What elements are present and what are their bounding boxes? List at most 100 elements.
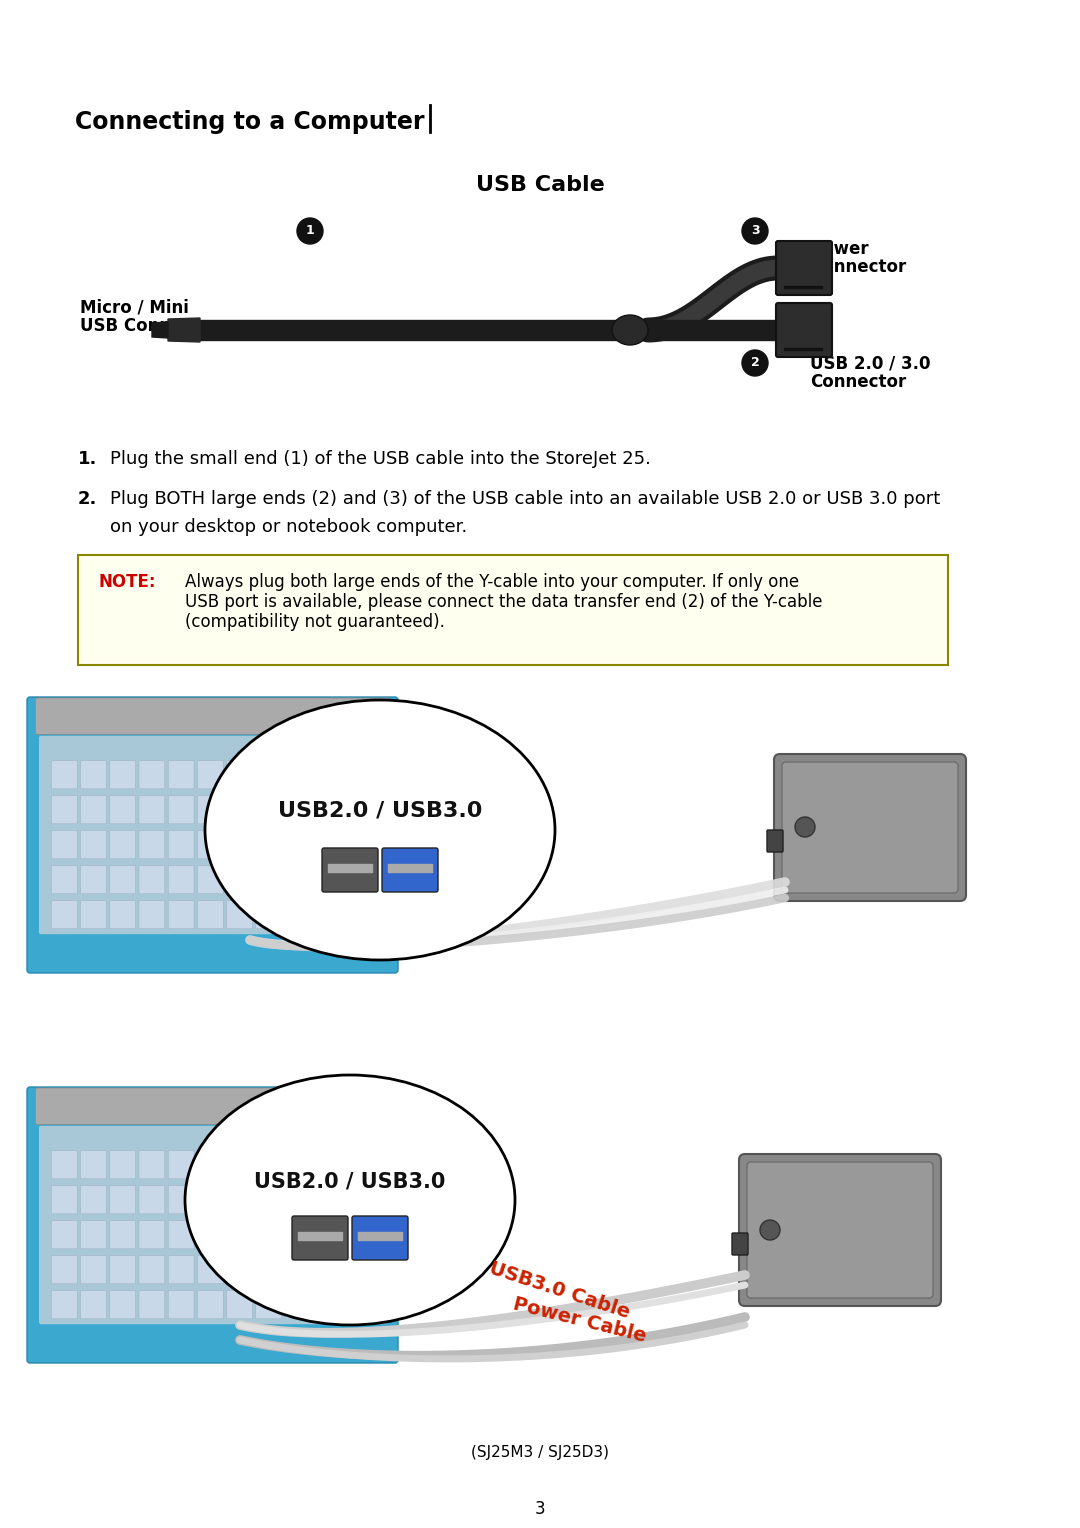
FancyBboxPatch shape — [198, 761, 224, 788]
FancyBboxPatch shape — [256, 1186, 282, 1213]
FancyBboxPatch shape — [52, 1221, 78, 1248]
FancyBboxPatch shape — [767, 830, 783, 853]
FancyBboxPatch shape — [81, 1256, 107, 1284]
FancyBboxPatch shape — [52, 1291, 78, 1319]
FancyBboxPatch shape — [168, 1291, 194, 1319]
Text: USB Cable: USB Cable — [475, 176, 605, 196]
FancyBboxPatch shape — [198, 1291, 224, 1319]
FancyBboxPatch shape — [198, 1256, 224, 1284]
FancyBboxPatch shape — [314, 1256, 340, 1284]
FancyBboxPatch shape — [314, 900, 340, 929]
FancyBboxPatch shape — [227, 1291, 253, 1319]
FancyBboxPatch shape — [774, 753, 966, 902]
FancyBboxPatch shape — [227, 1151, 253, 1178]
FancyBboxPatch shape — [343, 900, 369, 929]
FancyBboxPatch shape — [139, 1221, 165, 1248]
FancyBboxPatch shape — [52, 1256, 78, 1284]
FancyBboxPatch shape — [81, 831, 107, 859]
Text: USB 2.0 / 3.0: USB 2.0 / 3.0 — [810, 354, 931, 373]
FancyBboxPatch shape — [314, 1151, 340, 1178]
FancyBboxPatch shape — [36, 698, 390, 735]
FancyBboxPatch shape — [227, 865, 253, 894]
FancyBboxPatch shape — [81, 1186, 107, 1213]
Text: Micro / Mini: Micro / Mini — [80, 298, 189, 316]
FancyBboxPatch shape — [256, 1151, 282, 1178]
FancyBboxPatch shape — [110, 1256, 136, 1284]
FancyBboxPatch shape — [168, 1256, 194, 1284]
FancyBboxPatch shape — [314, 865, 340, 894]
FancyBboxPatch shape — [110, 831, 136, 859]
FancyBboxPatch shape — [747, 1161, 933, 1297]
FancyBboxPatch shape — [256, 1221, 282, 1248]
FancyBboxPatch shape — [314, 1291, 340, 1319]
FancyBboxPatch shape — [52, 900, 78, 929]
FancyBboxPatch shape — [110, 761, 136, 788]
Circle shape — [742, 219, 768, 244]
Polygon shape — [152, 322, 168, 338]
FancyBboxPatch shape — [139, 796, 165, 824]
FancyBboxPatch shape — [139, 900, 165, 929]
FancyBboxPatch shape — [285, 796, 311, 824]
FancyBboxPatch shape — [777, 303, 832, 358]
FancyBboxPatch shape — [343, 865, 369, 894]
FancyBboxPatch shape — [343, 1221, 369, 1248]
FancyBboxPatch shape — [343, 1256, 369, 1284]
FancyBboxPatch shape — [139, 1291, 165, 1319]
FancyBboxPatch shape — [227, 761, 253, 788]
Text: USB2.0 / USB3.0: USB2.0 / USB3.0 — [254, 1172, 446, 1192]
Ellipse shape — [185, 1076, 515, 1325]
Text: NOTE:: NOTE: — [98, 573, 156, 591]
Text: 1: 1 — [306, 225, 314, 237]
FancyBboxPatch shape — [168, 1221, 194, 1248]
FancyBboxPatch shape — [198, 1221, 224, 1248]
FancyBboxPatch shape — [256, 900, 282, 929]
FancyBboxPatch shape — [343, 1186, 369, 1213]
FancyBboxPatch shape — [227, 831, 253, 859]
FancyBboxPatch shape — [314, 1186, 340, 1213]
FancyBboxPatch shape — [256, 761, 282, 788]
FancyBboxPatch shape — [198, 865, 224, 894]
FancyBboxPatch shape — [139, 1151, 165, 1178]
FancyBboxPatch shape — [256, 865, 282, 894]
FancyBboxPatch shape — [81, 865, 107, 894]
FancyBboxPatch shape — [168, 865, 194, 894]
FancyBboxPatch shape — [198, 796, 224, 824]
Text: USB2.0 / USB3.0: USB2.0 / USB3.0 — [278, 801, 482, 821]
Polygon shape — [168, 318, 200, 342]
FancyBboxPatch shape — [52, 761, 78, 788]
FancyBboxPatch shape — [81, 1151, 107, 1178]
FancyBboxPatch shape — [52, 865, 78, 894]
FancyBboxPatch shape — [198, 831, 224, 859]
FancyBboxPatch shape — [36, 1088, 390, 1125]
FancyBboxPatch shape — [198, 900, 224, 929]
FancyBboxPatch shape — [227, 796, 253, 824]
FancyBboxPatch shape — [782, 762, 958, 892]
FancyBboxPatch shape — [168, 1186, 194, 1213]
Text: 3: 3 — [751, 225, 759, 237]
FancyBboxPatch shape — [168, 1151, 194, 1178]
FancyBboxPatch shape — [343, 761, 369, 788]
FancyBboxPatch shape — [81, 1221, 107, 1248]
Text: 2: 2 — [751, 356, 759, 370]
FancyBboxPatch shape — [314, 796, 340, 824]
FancyBboxPatch shape — [314, 1221, 340, 1248]
FancyBboxPatch shape — [198, 1186, 224, 1213]
FancyBboxPatch shape — [168, 761, 194, 788]
FancyBboxPatch shape — [732, 1233, 748, 1254]
FancyBboxPatch shape — [139, 831, 165, 859]
FancyBboxPatch shape — [343, 796, 369, 824]
FancyBboxPatch shape — [139, 1256, 165, 1284]
Text: Power: Power — [810, 240, 868, 258]
Text: Power Cable: Power Cable — [511, 1294, 649, 1346]
Text: Plug BOTH large ends (2) and (3) of the USB cable into an available USB 2.0 or U: Plug BOTH large ends (2) and (3) of the … — [110, 490, 941, 507]
Text: Plug the small end (1) of the USB cable into the StoreJet 25.: Plug the small end (1) of the USB cable … — [110, 451, 651, 468]
Text: USB3.0 Cable: USB3.0 Cable — [487, 1258, 633, 1322]
FancyBboxPatch shape — [110, 865, 136, 894]
FancyBboxPatch shape — [52, 1151, 78, 1178]
Text: Connecting to a Computer: Connecting to a Computer — [75, 110, 424, 134]
FancyBboxPatch shape — [739, 1154, 941, 1306]
FancyBboxPatch shape — [110, 1151, 136, 1178]
FancyBboxPatch shape — [168, 796, 194, 824]
FancyBboxPatch shape — [139, 865, 165, 894]
Text: (SJ25M3 / SJ25D3): (SJ25M3 / SJ25D3) — [471, 1445, 609, 1459]
